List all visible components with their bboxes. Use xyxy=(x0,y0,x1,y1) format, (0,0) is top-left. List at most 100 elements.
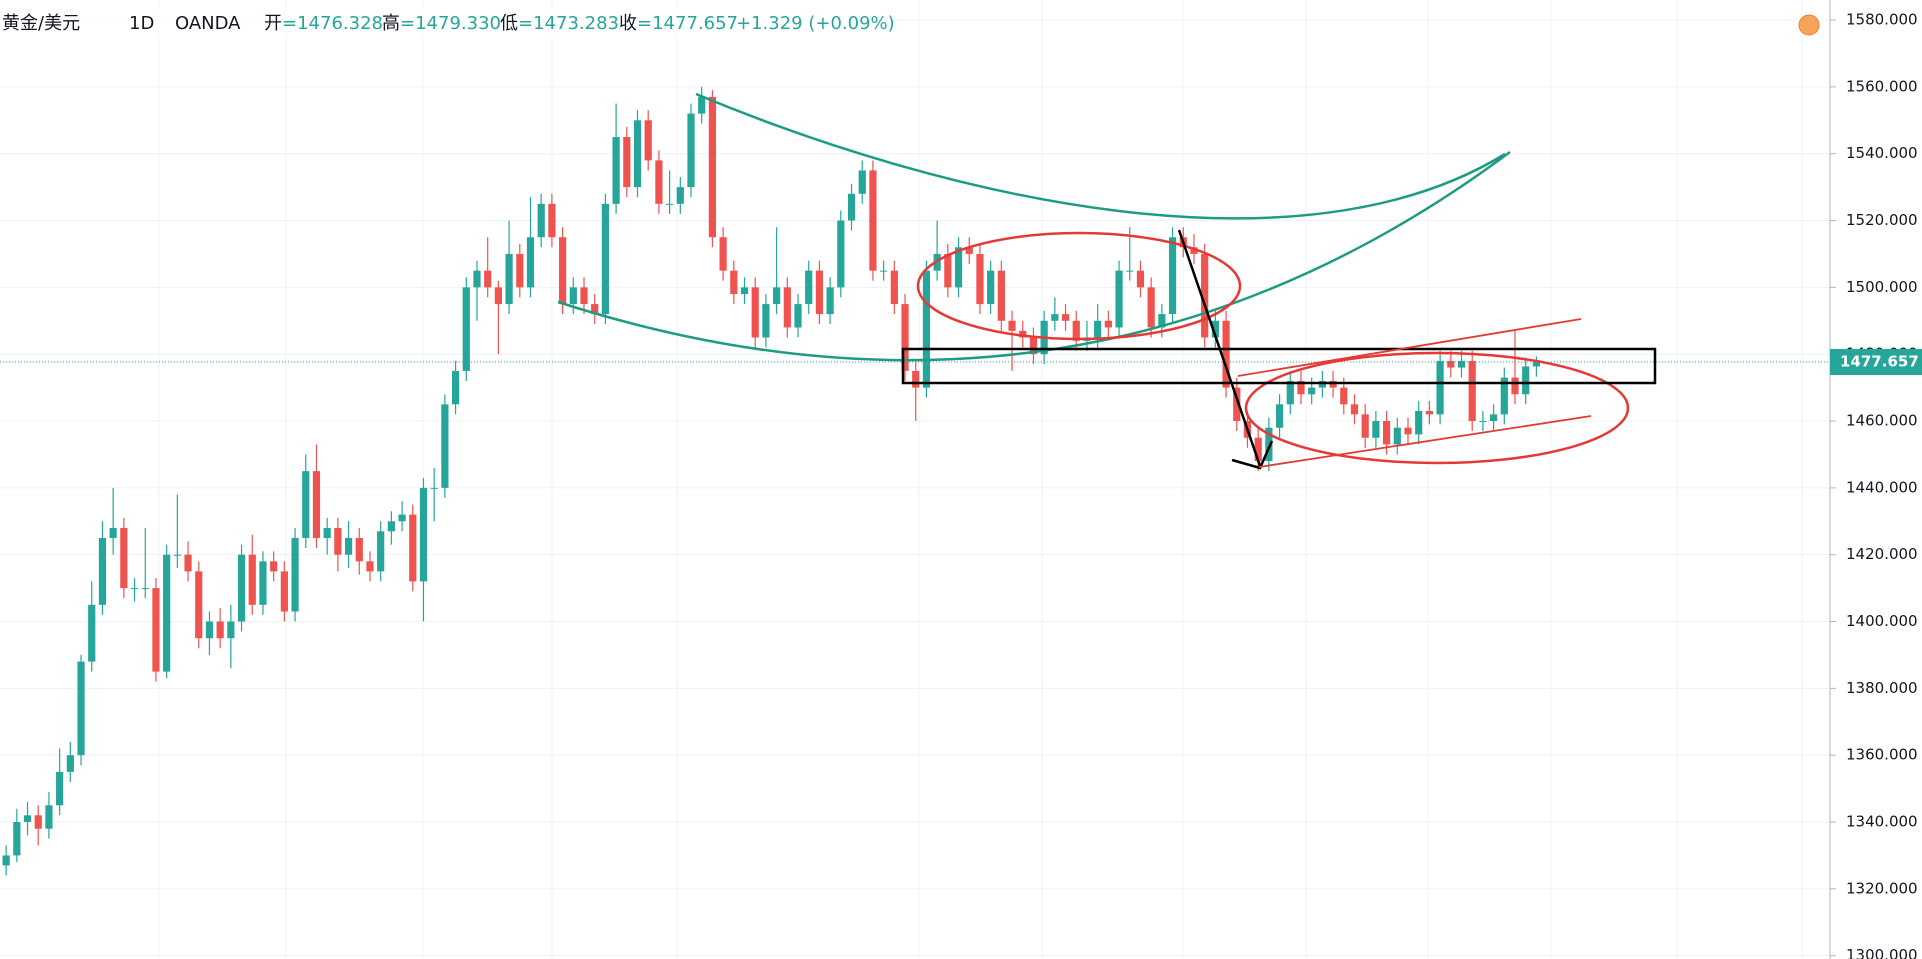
candle-body xyxy=(56,771,64,806)
candle-body xyxy=(163,554,171,672)
candle-body xyxy=(890,270,898,305)
candle-body xyxy=(141,588,149,590)
candle-body xyxy=(1147,287,1155,328)
candle-body xyxy=(98,537,107,605)
y-tick-label: 1580.000 xyxy=(1846,11,1918,29)
y-tick-label: 1420.000 xyxy=(1846,545,1918,563)
candle-body xyxy=(1340,387,1348,405)
candle-body xyxy=(1457,360,1466,368)
candle-body xyxy=(1511,377,1519,395)
candle-body xyxy=(805,270,813,305)
y-tick-label: 1400.000 xyxy=(1846,612,1918,630)
symbol: 黄金/美元 xyxy=(2,13,80,34)
candle-body xyxy=(120,527,128,589)
candle-body xyxy=(1168,237,1177,315)
candle-body xyxy=(762,304,770,338)
ellipse xyxy=(916,231,1242,341)
candle-body xyxy=(847,193,856,221)
candle-body xyxy=(1190,247,1198,254)
candle-body xyxy=(88,604,96,662)
y-tick-label: 1360.000 xyxy=(1846,746,1918,764)
alert-icon[interactable] xyxy=(1798,14,1820,36)
y-tick-label: 1500.000 xyxy=(1846,278,1918,296)
candle-body xyxy=(23,815,32,822)
candle-body xyxy=(922,270,931,388)
candle-body xyxy=(441,404,449,488)
candle-body xyxy=(2,855,10,866)
candle-body xyxy=(1019,330,1027,338)
interval: 1D xyxy=(129,13,154,34)
candle-body xyxy=(591,304,599,315)
candle-body xyxy=(1275,404,1284,428)
candle-body xyxy=(323,527,331,538)
candle-body xyxy=(1436,360,1444,415)
candle-body xyxy=(1222,320,1230,388)
candle-body xyxy=(548,203,556,238)
candle-body xyxy=(558,237,567,305)
arrow xyxy=(1177,229,1274,470)
candle-body xyxy=(430,487,438,489)
zone-box xyxy=(901,347,1657,385)
candle-body xyxy=(377,531,385,572)
candle-body xyxy=(451,370,460,405)
candle-body xyxy=(152,588,160,672)
candle-body xyxy=(13,822,21,856)
change: +1.329 (+0.09%) xyxy=(736,13,895,34)
y-tick-label: 1340.000 xyxy=(1846,813,1918,831)
candle-body xyxy=(954,247,963,288)
y-tick-label: 1460.000 xyxy=(1846,412,1918,430)
candle-body xyxy=(1382,421,1391,445)
time-grid xyxy=(158,0,1803,959)
candle-body xyxy=(837,220,845,288)
price-label: 1477.657 xyxy=(1840,353,1919,371)
candle-body xyxy=(612,137,620,204)
candle-body xyxy=(698,96,706,114)
candle-body xyxy=(1468,360,1476,422)
candle-body xyxy=(1361,414,1369,438)
candle-body xyxy=(655,160,663,204)
curve xyxy=(695,92,1506,220)
candle-body xyxy=(719,237,727,271)
candle-body xyxy=(1115,270,1123,328)
candle-body xyxy=(1318,380,1326,388)
candle-body xyxy=(1393,427,1401,445)
candle-body xyxy=(537,203,545,238)
candle-body xyxy=(1211,320,1219,338)
candle-body xyxy=(1372,421,1380,438)
candle-body xyxy=(1051,314,1059,321)
candle-body xyxy=(730,270,738,295)
candle-body xyxy=(676,187,684,204)
candle-body xyxy=(869,170,877,271)
candle-body xyxy=(987,270,995,305)
candle-body xyxy=(826,287,834,315)
candle-body xyxy=(270,561,278,572)
y-tick-label: 1540.000 xyxy=(1846,144,1918,162)
drawings xyxy=(557,92,1657,470)
candle-body xyxy=(516,253,524,288)
candle-body xyxy=(569,287,577,305)
candle-body xyxy=(1415,411,1423,435)
candle-body xyxy=(216,621,224,639)
candle-body xyxy=(623,137,631,188)
candle-body xyxy=(45,805,53,829)
candle-body xyxy=(1126,270,1134,272)
candle-body xyxy=(259,561,267,605)
y-tick-label: 1380.000 xyxy=(1846,679,1918,697)
candle-body xyxy=(398,514,406,522)
candle-body xyxy=(1522,366,1530,395)
candle-body xyxy=(205,621,214,639)
candle-body xyxy=(687,113,695,188)
candle-body xyxy=(1329,380,1337,388)
candle-body xyxy=(912,370,920,388)
candle-body xyxy=(1479,421,1487,423)
ohlc-low: 低=1473.283 xyxy=(500,13,619,34)
candle-body xyxy=(1447,360,1455,368)
candle-body xyxy=(997,270,1005,321)
candle-body xyxy=(387,521,395,532)
ohlc-open: 开=1476.328 xyxy=(264,13,383,34)
candle-body xyxy=(601,203,609,315)
candle-body xyxy=(66,755,74,772)
candle-body xyxy=(462,287,470,371)
candle-body xyxy=(248,554,256,605)
